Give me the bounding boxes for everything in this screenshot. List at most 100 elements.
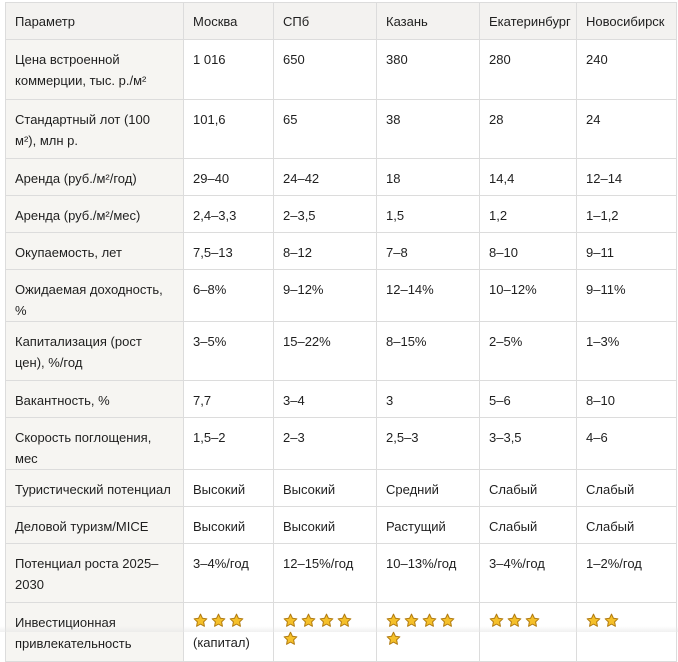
table-cell: 2–3,5	[273, 195, 377, 233]
header-novosibirsk: Новосибирск	[576, 2, 677, 40]
table-cell: 1–3%	[576, 321, 677, 381]
table-row: Стандартный лот (100 м²), млн р. 101,6 6…	[5, 99, 677, 159]
star-icon	[440, 613, 455, 628]
row-label: Ожидаемая доходность, %	[5, 269, 184, 322]
rating-cell	[273, 602, 377, 662]
table-cell: 9–11%	[576, 269, 677, 322]
header-kazan: Казань	[376, 2, 480, 40]
table-cell: 1,5–2	[183, 417, 274, 470]
row-label: Окупаемость, лет	[5, 232, 184, 270]
star-icon	[404, 613, 419, 628]
table-row: Аренда (руб./м²/мес) 2,4–3,3 2–3,5 1,5 1…	[5, 195, 677, 233]
table-cell: 7–8	[376, 232, 480, 270]
table-row: Аренда (руб./м²/год) 29–40 24–42 18 14,4…	[5, 158, 677, 196]
table-cell: 5–6	[479, 380, 577, 418]
table-cell: 29–40	[183, 158, 274, 196]
table-cell: 12–15%/год	[273, 543, 377, 603]
rating-cell	[576, 602, 677, 662]
table-cell: Высокий	[273, 506, 377, 544]
table-cell: 3–5%	[183, 321, 274, 381]
table-row: Деловой туризм/MICE Высокий Высокий Раст…	[5, 506, 677, 544]
table-row: Скорость поглощения, мес 1,5–2 2–3 2,5–3…	[5, 417, 677, 470]
table-cell: 1 016	[183, 39, 274, 100]
table-cell: 3	[376, 380, 480, 418]
row-label: Аренда (руб./м²/мес)	[5, 195, 184, 233]
table-cell: Высокий	[273, 469, 377, 507]
table-cell: Слабый	[479, 469, 577, 507]
table-cell: 3–4%/год	[479, 543, 577, 603]
star-icon	[604, 613, 619, 628]
star-icon	[525, 613, 540, 628]
table-cell: Слабый	[479, 506, 577, 544]
table-cell: 8–10	[576, 380, 677, 418]
table-cell: 650	[273, 39, 377, 100]
star-icon	[422, 613, 437, 628]
table-cell: 9–12%	[273, 269, 377, 322]
row-label: Скорость поглощения, мес	[5, 417, 184, 470]
table-row: Капитализация (рост цен), %/год 3–5% 15–…	[5, 321, 677, 381]
star-icon	[193, 613, 208, 628]
table-cell: Средний	[376, 469, 480, 507]
table-cell: 12–14%	[376, 269, 480, 322]
table-cell: 1–2%/год	[576, 543, 677, 603]
table-cell: 1,2	[479, 195, 577, 233]
table-row: Окупаемость, лет 7,5–13 8–12 7–8 8–10 9–…	[5, 232, 677, 270]
table-cell: 3–3,5	[479, 417, 577, 470]
table-cell: 10–13%/год	[376, 543, 480, 603]
row-label: Аренда (руб./м²/год)	[5, 158, 184, 196]
table-cell: 24	[576, 99, 677, 159]
table-cell: 1,5	[376, 195, 480, 233]
star-icon	[211, 613, 226, 628]
table-cell: 2–3	[273, 417, 377, 470]
star-icon	[489, 613, 504, 628]
table-cell: 380	[376, 39, 480, 100]
star-rating	[193, 612, 264, 632]
row-label: Инвестиционная привлекательность	[5, 602, 184, 662]
row-label: Туристический потенциал	[5, 469, 184, 507]
table-row: Цена встроенной коммерции, тыс. р./м² 1 …	[5, 39, 677, 100]
star-rating	[489, 612, 567, 632]
star-icon	[507, 613, 522, 628]
table-cell: 38	[376, 99, 480, 159]
bottom-fade	[0, 626, 678, 632]
table-cell: 18	[376, 158, 480, 196]
table-cell: Высокий	[183, 506, 274, 544]
rating-note: (капитал)	[193, 635, 250, 650]
table-cell: 28	[479, 99, 577, 159]
table-cell: 280	[479, 39, 577, 100]
header-moscow: Москва	[183, 2, 274, 40]
star-icon	[283, 631, 298, 646]
comparison-table: Параметр Москва СПб Казань Екатеринбург …	[5, 2, 677, 662]
header-ekaterinburg: Екатеринбург	[479, 2, 577, 40]
table-cell: 8–10	[479, 232, 577, 270]
table-cell: 9–11	[576, 232, 677, 270]
row-label: Вакантность, %	[5, 380, 184, 418]
table-row: Вакантность, % 7,7 3–4 3 5–6 8–10	[5, 380, 677, 418]
header-row: Параметр Москва СПб Казань Екатеринбург …	[5, 2, 677, 40]
row-label: Стандартный лот (100 м²), млн р.	[5, 99, 184, 159]
table-cell: 8–15%	[376, 321, 480, 381]
row-label: Потенциал роста 2025–2030	[5, 543, 184, 603]
table-cell: 1–1,2	[576, 195, 677, 233]
table-row: Ожидаемая доходность, % 6–8% 9–12% 12–14…	[5, 269, 677, 322]
table-cell: 12–14	[576, 158, 677, 196]
table-cell: 65	[273, 99, 377, 159]
table-cell: 4–6	[576, 417, 677, 470]
star-icon	[337, 613, 352, 628]
table-cell: 8–12	[273, 232, 377, 270]
table-cell: 10–12%	[479, 269, 577, 322]
table-cell: 101,6	[183, 99, 274, 159]
star-icon	[283, 613, 298, 628]
star-icon	[386, 631, 401, 646]
table-row: Потенциал роста 2025–2030 3–4%/год 12–15…	[5, 543, 677, 603]
table-row: Туристический потенциал Высокий Высокий …	[5, 469, 677, 507]
star-icon	[386, 613, 401, 628]
table-cell: 2–5%	[479, 321, 577, 381]
table-cell: 24–42	[273, 158, 377, 196]
table-cell: Слабый	[576, 506, 677, 544]
rating-row: Инвестиционная привлекательность (капита…	[5, 602, 677, 662]
table-cell: 2,4–3,3	[183, 195, 274, 233]
row-label: Капитализация (рост цен), %/год	[5, 321, 184, 381]
table-cell: Слабый	[576, 469, 677, 507]
